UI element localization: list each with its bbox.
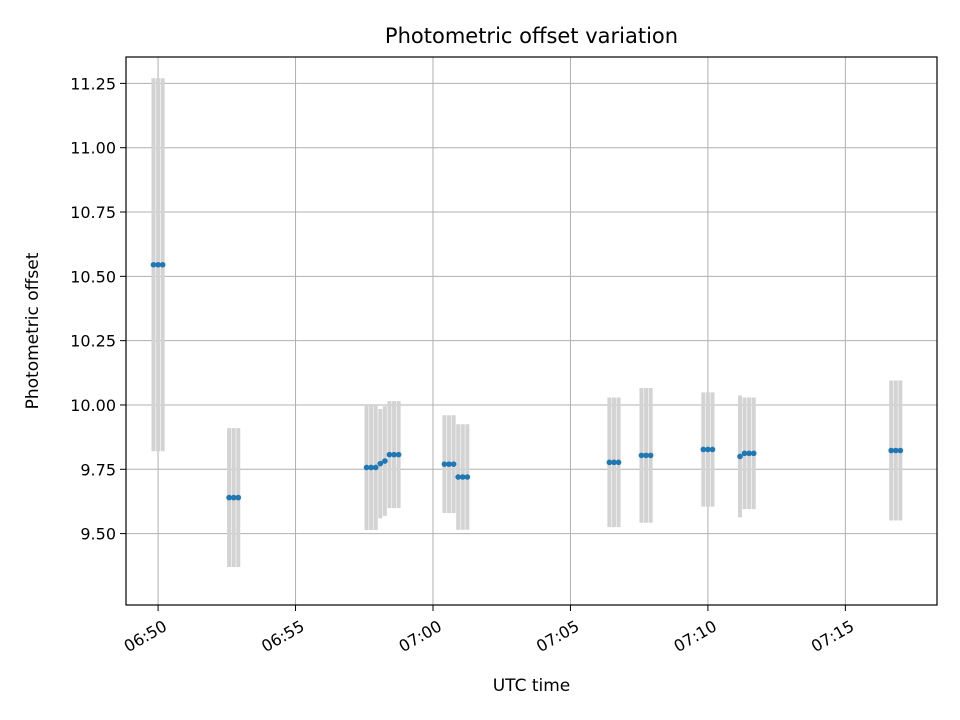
x-tick-label: 07:15 (808, 616, 857, 656)
data-point (606, 459, 613, 466)
data-point (746, 450, 752, 457)
grid-layer (126, 57, 937, 605)
data-point (638, 452, 645, 459)
x-axis-title: UTC time (493, 676, 571, 696)
y-tick-label: 10.25 (70, 332, 116, 351)
data-point (892, 447, 899, 454)
data-point (897, 447, 904, 454)
y-tick-label: 10.00 (70, 396, 116, 415)
data-point (464, 474, 471, 480)
data-point (377, 460, 384, 467)
data-point (643, 452, 649, 459)
data-point (647, 452, 654, 459)
chart-title: Photometric offset variation (385, 24, 678, 48)
y-axis-ticks: 9.50 9.75 10.00 10.25 10.50 10.75 11.00 11.25 (70, 74, 126, 544)
data-point (888, 447, 894, 454)
y-tick-label: 10.75 (70, 203, 116, 222)
data-point (391, 451, 397, 458)
data-point (441, 461, 448, 467)
plot-frame (125, 56, 938, 606)
data-point (368, 464, 374, 471)
data-point (455, 474, 461, 480)
data-point (446, 461, 452, 467)
data-point (741, 450, 748, 457)
data-point (395, 451, 402, 458)
x-tick-label: 07:05 (533, 616, 582, 656)
errorbar-layer (151, 78, 903, 568)
data-point (386, 451, 393, 458)
y-tick-label: 9.50 (80, 525, 116, 544)
data-point (750, 450, 757, 457)
y-axis-title: Photometric offset (23, 252, 43, 409)
y-tick-label: 11.25 (70, 74, 116, 93)
data-point (611, 459, 617, 466)
x-tick-label: 07:00 (396, 616, 445, 656)
x-axis-ticks: 06:50 06:55 07:00 07:05 07:10 07:15 (121, 605, 857, 656)
data-point (372, 464, 379, 471)
data-point (382, 458, 388, 464)
x-tick-label: 07:10 (670, 616, 719, 656)
y-tick-label: 10.50 (70, 267, 116, 286)
point-layer (150, 261, 904, 501)
x-tick-label: 06:55 (258, 616, 307, 656)
data-point (705, 446, 711, 453)
data-point (235, 494, 242, 501)
data-point (155, 261, 161, 268)
data-point (450, 461, 457, 467)
data-point (363, 464, 370, 471)
y-tick-label: 9.75 (80, 460, 116, 479)
data-point (459, 474, 466, 480)
data-point (615, 459, 622, 466)
data-point (709, 446, 716, 453)
data-point (737, 453, 743, 460)
data-point (230, 494, 237, 501)
data-point (700, 446, 707, 453)
data-point (150, 261, 157, 268)
y-tick-label: 11.00 (70, 139, 116, 158)
x-tick-label: 06:50 (121, 616, 170, 656)
data-point (159, 261, 166, 268)
data-point (226, 494, 232, 501)
